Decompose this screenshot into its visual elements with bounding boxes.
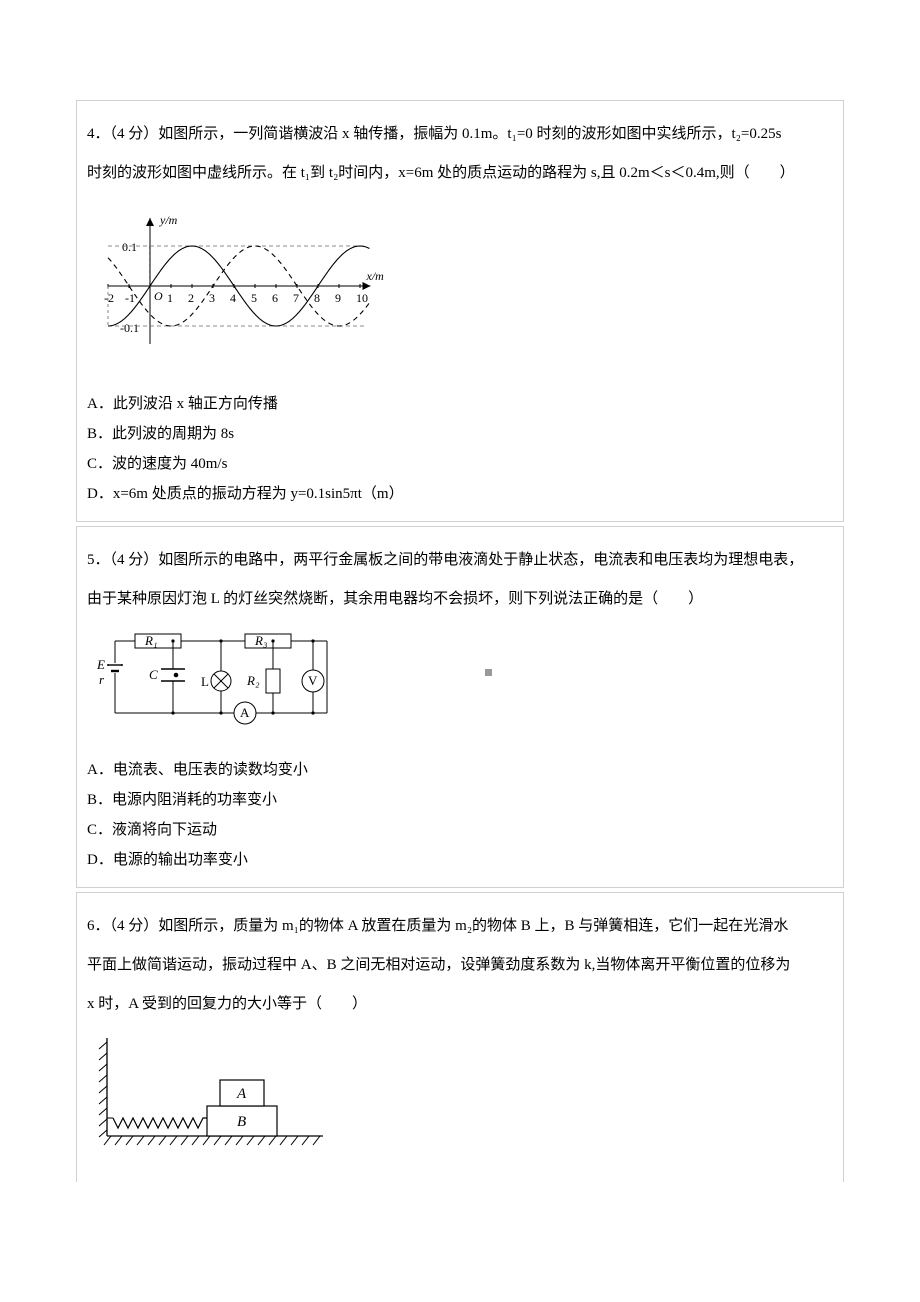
svg-text:7: 7	[293, 291, 299, 305]
question-4: 4．（4 分）如图所示，一列简谐横波沿 x 轴传播，振幅为 0.1m。t₁=0 …	[76, 100, 844, 522]
svg-text:3: 3	[209, 291, 215, 305]
svg-text:E: E	[96, 657, 105, 672]
svg-text:A: A	[240, 705, 250, 720]
svg-text:C: C	[149, 667, 158, 682]
q5-stem: 5．（4 分）如图所示的电路中，两平行金属板之间的带电液滴处于静止状态，电流表和…	[87, 541, 833, 619]
q4-wave-figure: y/m x/m O -2 -1 1 2 3 4 5 6 7 8 9 10 0.1 -0.1	[95, 201, 833, 379]
svg-text:2: 2	[188, 291, 194, 305]
q4-option-b: B．此列波的周期为 8s	[87, 419, 833, 449]
q4-stem: 4．（4 分）如图所示，一列简谐横波沿 x 轴传播，振幅为 0.1m。t₁=0 …	[87, 115, 833, 193]
svg-text:B: B	[237, 1114, 246, 1130]
q6-stem-line1: ．（4 分）如图所示，质量为 m₁的物体 A 放置在质量为 m₂的物体 B 上，…	[95, 918, 789, 934]
q4-number: 4	[87, 126, 95, 142]
question-6: 6．（4 分）如图所示，质量为 m₁的物体 A 放置在质量为 m₂的物体 B 上…	[76, 892, 844, 1182]
q6-number: 6	[87, 918, 95, 934]
svg-text:r: r	[99, 672, 105, 687]
q4-stem-line2: 时刻的波形如图中虚线所示。在 t₁到 t₂时间内，x=6m 处的质点运动的路程为…	[87, 165, 795, 181]
q5-option-d: D．电源的输出功率变小	[87, 845, 833, 875]
q5-number: 5	[87, 552, 95, 568]
svg-text:O: O	[154, 289, 163, 303]
svg-text:-2: -2	[104, 291, 114, 305]
q5-options: A．电流表、电压表的读数均变小 B．电源内阻消耗的功率变小 C．液滴将向下运动 …	[87, 755, 833, 875]
svg-text:1: 1	[167, 291, 173, 305]
svg-text:x/m: x/m	[366, 269, 385, 283]
q5-stem-line1: ．（4 分）如图所示的电路中，两平行金属板之间的带电液滴处于静止状态，电流表和电…	[95, 552, 804, 568]
q4-option-d: D．x=6m 处质点的振动方程为 y=0.1sin5πt（m）	[87, 479, 833, 509]
svg-text:V: V	[308, 673, 318, 688]
center-marker-icon	[485, 669, 492, 676]
svg-text:5: 5	[251, 291, 257, 305]
q6-spring-figure: BA	[95, 1032, 833, 1160]
q4-option-a: A．此列波沿 x 轴正方向传播	[87, 389, 833, 419]
q5-circuit-figure: R₁ R₃ Er C L R₂ V A	[95, 627, 833, 745]
svg-text:9: 9	[335, 291, 341, 305]
q6-stem-line2: 平面上做简谐运动，振动过程中 A、B 之间无相对运动，设弹簧劲度系数为 k,当物…	[87, 957, 790, 973]
svg-text:0.1: 0.1	[122, 240, 137, 254]
svg-text:10: 10	[356, 291, 368, 305]
svg-text:R₃: R₃	[254, 633, 267, 648]
q5-option-c: C．液滴将向下运动	[87, 815, 833, 845]
svg-text:R₁: R₁	[144, 633, 157, 648]
svg-text:R₂: R₂	[246, 673, 260, 688]
q5-stem-line2: 由于某种原因灯泡 L 的灯丝突然烧断，其余用电器均不会损坏，则下列说法正确的是（…	[87, 591, 703, 607]
q4-options: A．此列波沿 x 轴正方向传播 B．此列波的周期为 8s C．波的速度为 40m…	[87, 389, 833, 509]
svg-text:-1: -1	[125, 291, 135, 305]
q5-option-b: B．电源内阻消耗的功率变小	[87, 785, 833, 815]
svg-text:A: A	[236, 1086, 247, 1102]
q4-option-c: C．波的速度为 40m/s	[87, 449, 833, 479]
svg-text:4: 4	[230, 291, 236, 305]
svg-text:y/m: y/m	[159, 213, 178, 227]
q6-stem: 6．（4 分）如图所示，质量为 m₁的物体 A 放置在质量为 m₂的物体 B 上…	[87, 907, 833, 1024]
q6-stem-line3: x 时，A 受到的回复力的大小等于（ ）	[87, 996, 367, 1012]
svg-text:-0.1: -0.1	[120, 321, 139, 335]
svg-text:8: 8	[314, 291, 320, 305]
svg-text:L: L	[201, 674, 209, 689]
svg-text:6: 6	[272, 291, 278, 305]
question-5: 5．（4 分）如图所示的电路中，两平行金属板之间的带电液滴处于静止状态，电流表和…	[76, 526, 844, 888]
q4-stem-line1: ．（4 分）如图所示，一列简谐横波沿 x 轴传播，振幅为 0.1m。t₁=0 时…	[95, 126, 782, 142]
q5-option-a: A．电流表、电压表的读数均变小	[87, 755, 833, 785]
